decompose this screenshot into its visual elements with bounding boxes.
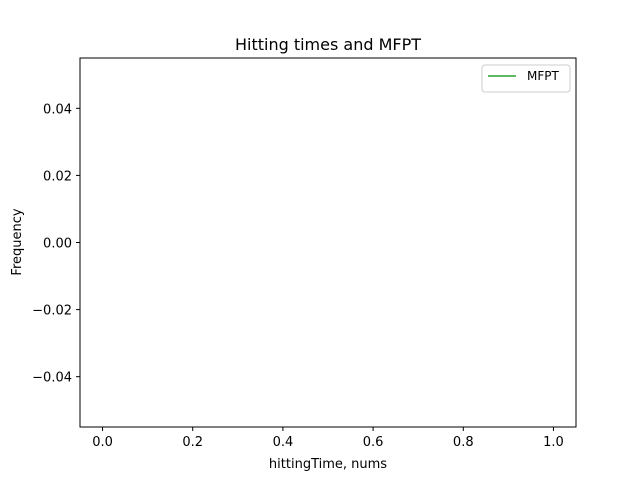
x-tick-label: 0.0 bbox=[92, 435, 113, 450]
y-tick-label: 0.02 bbox=[43, 169, 72, 184]
x-axis-label: hittingTime, nums bbox=[269, 457, 387, 472]
y-tick-label: 0.04 bbox=[43, 102, 72, 117]
legend-label-mfpt: MFPT bbox=[527, 69, 559, 83]
y-axis-label: Frequency bbox=[10, 208, 25, 275]
y-tick-label: 0.00 bbox=[43, 237, 72, 252]
x-tick-label: 0.4 bbox=[273, 435, 294, 450]
legend: MFPT bbox=[481, 64, 571, 93]
x-tick-label: 0.8 bbox=[453, 435, 474, 450]
x-axis-ticks: 0.0 0.2 0.4 0.6 0.8 1.0 bbox=[92, 427, 564, 450]
legend-box bbox=[481, 64, 571, 93]
chart-title: Hitting times and MFPT bbox=[235, 35, 421, 54]
y-tick-label: −0.04 bbox=[32, 371, 72, 386]
x-tick-label: 0.6 bbox=[363, 435, 384, 450]
y-axis-ticks: 0.04 0.02 0.00 −0.02 −0.04 bbox=[32, 102, 80, 386]
x-tick-label: 0.2 bbox=[182, 435, 203, 450]
y-tick-label: −0.02 bbox=[32, 304, 72, 319]
x-tick-label: 1.0 bbox=[543, 435, 564, 450]
